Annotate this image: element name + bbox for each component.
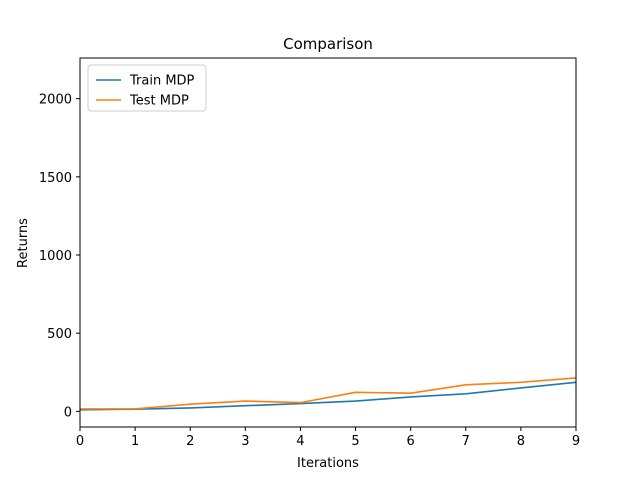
y-axis: 0 500 1000 1500 2000 [39, 93, 80, 420]
y-tick-label: 0 [64, 405, 72, 420]
x-tick-label: 3 [241, 434, 249, 449]
series-line-test-mdp [80, 377, 577, 410]
x-axis: 0 1 2 3 4 5 6 7 8 9 [76, 427, 580, 449]
y-tick-label: 1000 [39, 249, 72, 264]
x-tick-label: 1 [131, 434, 139, 449]
y-tick-label: 1500 [39, 171, 72, 186]
y-tick-label: 500 [47, 327, 72, 342]
plot-frame [79, 57, 577, 428]
y-tick-label: 2000 [39, 93, 72, 108]
legend-label: Test MDP [129, 94, 189, 109]
x-tick-label: 0 [76, 434, 84, 449]
x-tick-label: 6 [407, 434, 415, 449]
x-tick-label: 8 [517, 434, 525, 449]
x-tick-label: 9 [572, 434, 580, 449]
legend-label: Train MDP [129, 74, 195, 89]
x-tick-label: 2 [186, 434, 194, 449]
x-tick-label: 5 [351, 434, 359, 449]
x-axis-label: Iterations [297, 456, 359, 471]
y-axis-label: Returns [16, 218, 31, 268]
x-tick-label: 7 [462, 434, 470, 449]
series-line-train-mdp [79, 381, 577, 411]
x-tick-label: 4 [296, 434, 304, 449]
chart-title: Comparison [283, 35, 373, 53]
legend: Train MDP Test MDP [87, 64, 207, 112]
